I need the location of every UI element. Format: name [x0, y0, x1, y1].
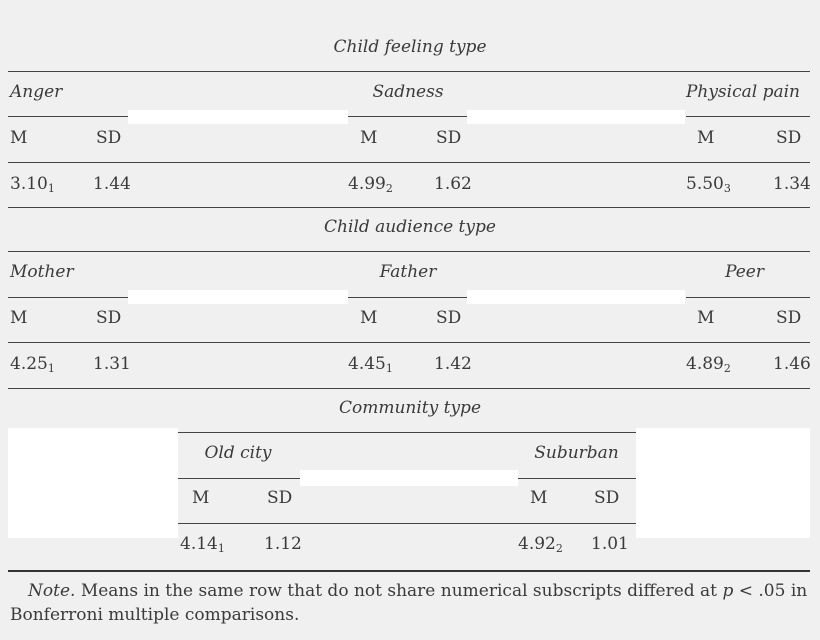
- column-header-m: M: [360, 128, 378, 148]
- column-header-m: M: [10, 128, 28, 148]
- mean-value: 4.141: [180, 534, 225, 555]
- bg-box: [8, 428, 178, 538]
- note-line-1: Note. Means in the same row that do not …: [10, 579, 810, 603]
- group-header: Physical pain: [685, 82, 800, 102]
- sd-value: 1.31: [93, 354, 131, 374]
- sd-value: 1.12: [264, 534, 302, 554]
- note-label: Note.: [28, 581, 76, 601]
- column-header-sd: SD: [267, 488, 293, 508]
- sd-value: 1.01: [591, 534, 629, 554]
- column-header-m: M: [697, 308, 715, 328]
- table-bottom-rule: [8, 570, 810, 572]
- bg-box: [128, 110, 348, 124]
- rule: [686, 297, 810, 298]
- column-header-sd: SD: [96, 128, 122, 148]
- sd-value: 1.46: [773, 354, 811, 374]
- column-header-m: M: [192, 488, 210, 508]
- mean-value: 4.922: [518, 534, 563, 555]
- rule: [8, 342, 810, 343]
- bg-box: [636, 428, 810, 538]
- bg-box: [467, 110, 685, 124]
- rule: [8, 116, 128, 117]
- rule: [178, 478, 300, 479]
- group-header: Father: [379, 262, 437, 282]
- mean-value: 4.992: [348, 174, 393, 195]
- group-header: Mother: [10, 262, 74, 282]
- bg-box: [467, 290, 685, 304]
- section-title: Community type: [338, 398, 482, 418]
- bg-box: [128, 290, 348, 304]
- rule: [8, 71, 810, 72]
- group-header: Sadness: [372, 82, 444, 102]
- column-header-m: M: [360, 308, 378, 328]
- sd-value: 1.62: [434, 174, 472, 194]
- rule: [686, 116, 810, 117]
- mean-value: 3.101: [10, 174, 55, 195]
- column-header-sd: SD: [436, 308, 462, 328]
- rule: [518, 478, 636, 479]
- mean-value: 4.451: [348, 354, 393, 375]
- sd-value: 1.42: [434, 354, 472, 374]
- bg-box: [300, 470, 518, 486]
- note-body: Means in the same row that do not share …: [80, 581, 718, 601]
- note-line-2: Bonferroni multiple comparisons.: [10, 605, 300, 625]
- note-body-end: < .05 in: [738, 581, 808, 601]
- column-header-m: M: [530, 488, 548, 508]
- rule: [348, 297, 467, 298]
- column-header-sd: SD: [96, 308, 122, 328]
- rule: [8, 162, 810, 163]
- column-header-m: M: [697, 128, 715, 148]
- note-p-symbol: p: [722, 581, 734, 601]
- rule: [8, 251, 810, 252]
- column-header-m: M: [10, 308, 28, 328]
- group-header: Suburban: [534, 443, 619, 463]
- group-header: Old city: [204, 443, 272, 463]
- rule: [8, 207, 810, 208]
- column-header-sd: SD: [594, 488, 620, 508]
- column-header-sd: SD: [436, 128, 462, 148]
- rule: [178, 432, 636, 433]
- sd-value: 1.44: [93, 174, 131, 194]
- rule: [8, 388, 810, 389]
- mean-value: 5.503: [686, 174, 731, 195]
- section-title: Child audience type: [324, 217, 496, 237]
- group-header: Peer: [725, 262, 764, 282]
- mean-value: 4.251: [10, 354, 55, 375]
- table-note: Note. Means in the same row that do not …: [10, 579, 810, 627]
- section-title: Child feeling type: [333, 37, 487, 57]
- column-header-sd: SD: [776, 308, 802, 328]
- rule: [178, 523, 636, 524]
- group-header: Anger: [10, 82, 63, 102]
- mean-value: 4.892: [686, 354, 731, 375]
- rule: [8, 297, 128, 298]
- rule: [348, 116, 467, 117]
- note-text: Note. Means in the same row that do not …: [28, 579, 807, 603]
- sd-value: 1.34: [773, 174, 811, 194]
- column-header-sd: SD: [776, 128, 802, 148]
